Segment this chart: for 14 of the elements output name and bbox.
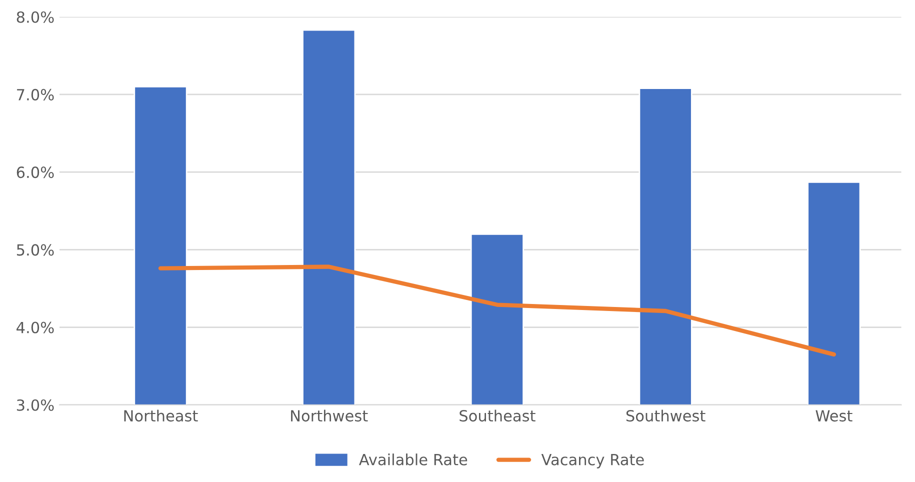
x-tick-label: Southwest [626, 410, 706, 422]
x-tick-label: Southeast [460, 410, 536, 422]
x-tick-label: Northwest [291, 410, 368, 422]
x-tick-label: Northeast [124, 410, 198, 422]
y-tick-label: 6.0% [16, 166, 54, 178]
line-series [158, 264, 836, 357]
y-tick-label: 5.0% [16, 244, 54, 256]
y-tick-label: 8.0% [16, 11, 54, 23]
y-tick-label: 7.0% [17, 88, 54, 100]
legend-label: Available Rate [359, 454, 468, 466]
x-tick-label: West [816, 410, 852, 422]
legend-label: Vacancy Rate [541, 454, 644, 468]
y-tick-label: 4.0% [16, 322, 54, 334]
y-tick-label: 3.0% [16, 399, 54, 411]
